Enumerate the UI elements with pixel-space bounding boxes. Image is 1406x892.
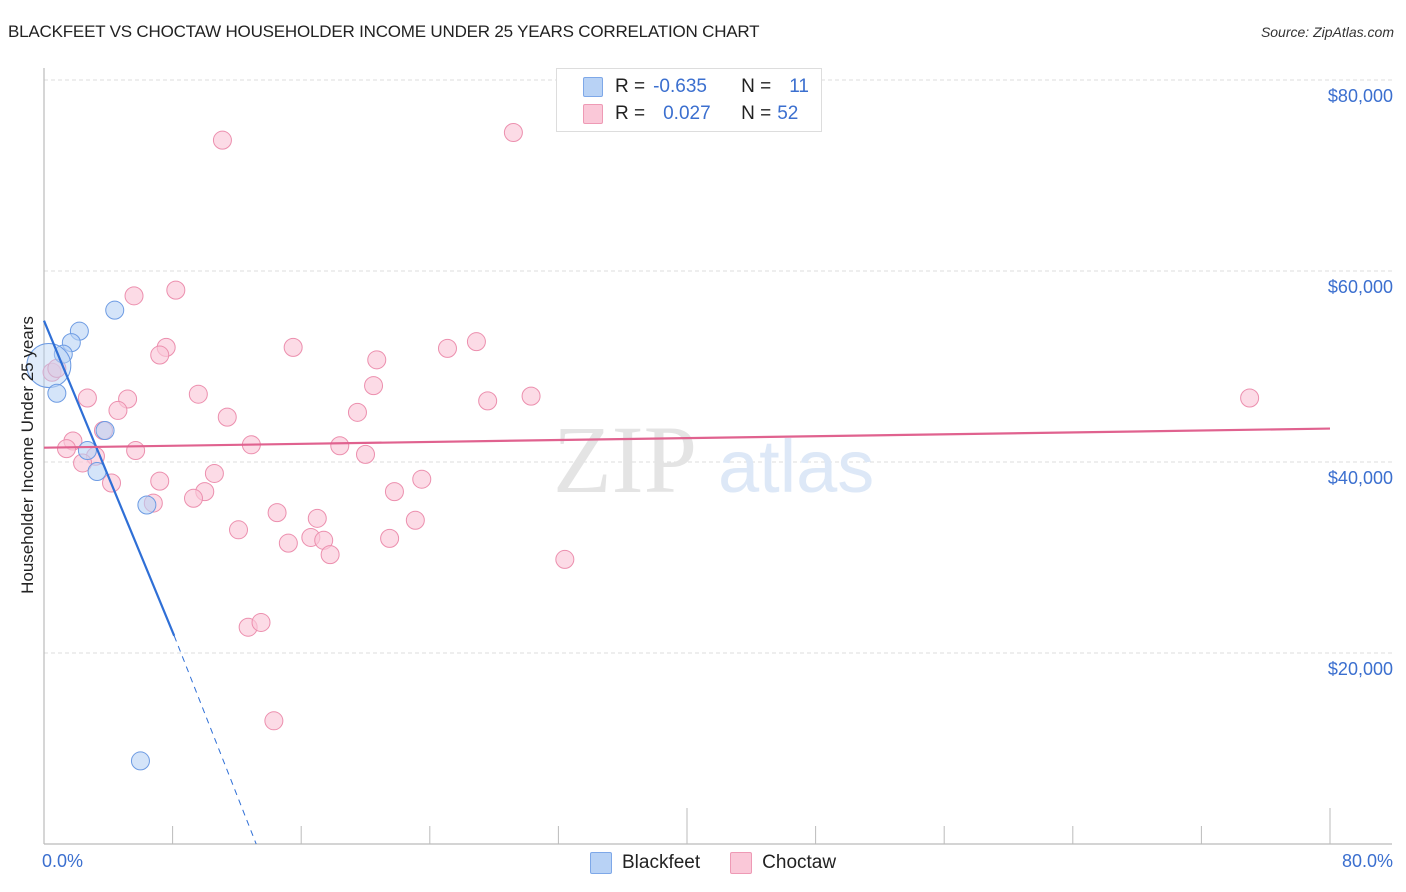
- n-label: N =: [741, 103, 772, 124]
- blackfeet-points: [26, 300, 157, 771]
- choctaw-point: [478, 391, 498, 411]
- blackfeet-trendline: [42, 320, 176, 637]
- blackfeet-point: [95, 420, 115, 440]
- choctaw-point: [188, 384, 208, 404]
- choctaw-point: [166, 280, 186, 300]
- choctaw-point: [108, 400, 128, 420]
- n-value-blackfeet: 11: [789, 76, 809, 97]
- gridlines: [44, 79, 1392, 654]
- zipatlas-watermark: ZIP atlas: [553, 406, 874, 513]
- y-tick-60000: $60,000: [1327, 277, 1393, 297]
- x-tick-max: 80.0%: [1341, 851, 1393, 871]
- blackfeet-point: [130, 751, 150, 771]
- choctaw-point: [367, 350, 387, 370]
- choctaw-point: [150, 471, 170, 491]
- choctaw-point: [412, 469, 432, 489]
- choctaw-point: [77, 388, 97, 408]
- choctaw-point: [204, 463, 224, 483]
- y-tick-20000: $20,000: [1327, 659, 1393, 679]
- choctaw-point: [183, 488, 203, 508]
- blackfeet-point: [137, 495, 157, 515]
- blackfeet-swatch-icon: [590, 852, 612, 874]
- blackfeet-point: [77, 441, 97, 461]
- y-tick-40000: $40,000: [1327, 468, 1393, 488]
- blackfeet-point: [105, 300, 125, 320]
- correlation-legend: R = -0.635 N = 11 R = 0.027 N = 52: [556, 68, 822, 132]
- choctaw-point: [555, 549, 575, 569]
- legend-label-blackfeet: Blackfeet: [622, 852, 701, 873]
- watermark-zip: ZIP: [553, 406, 697, 513]
- y-axis-label: Householder Income Under 25 years: [18, 316, 37, 594]
- choctaw-point: [264, 711, 284, 731]
- choctaw-trendline: [43, 427, 1331, 449]
- choctaw-point: [356, 444, 375, 464]
- legend-item-choctaw[interactable]: Choctaw: [730, 852, 836, 874]
- choctaw-point: [307, 508, 327, 528]
- blackfeet-trendline-extension: [173, 635, 257, 845]
- choctaw-point: [347, 402, 367, 422]
- choctaw-point: [267, 503, 287, 523]
- choctaw-swatch-icon: [583, 104, 603, 124]
- choctaw-point: [521, 386, 541, 406]
- choctaw-point: [126, 441, 146, 461]
- blackfeet-swatch-icon: [583, 77, 603, 97]
- chart-title: BLACKFEET VS CHOCTAW HOUSEHOLDER INCOME …: [8, 22, 760, 41]
- r-value-blackfeet: -0.635: [653, 76, 707, 97]
- choctaw-point: [57, 439, 77, 459]
- choctaw-point: [278, 533, 298, 553]
- choctaw-swatch-icon: [730, 852, 753, 874]
- trendlines: [42, 320, 1331, 845]
- series-legend: Blackfeet Choctaw: [590, 852, 866, 874]
- axes: [43, 68, 1392, 845]
- choctaw-point: [124, 286, 144, 306]
- choctaw-point: [217, 407, 237, 427]
- watermark-atlas: atlas: [718, 425, 874, 508]
- r-label: R =: [615, 76, 646, 97]
- choctaw-point: [229, 520, 249, 540]
- r-value-choctaw: 0.027: [663, 103, 711, 124]
- choctaw-point: [380, 528, 400, 548]
- choctaw-point: [150, 345, 170, 365]
- blackfeet-point: [47, 383, 67, 403]
- legend-row-choctaw: R = 0.027 N = 52: [583, 102, 798, 126]
- legend-item-blackfeet[interactable]: Blackfeet: [590, 852, 700, 874]
- choctaw-point: [384, 482, 404, 502]
- choctaw-point: [405, 510, 425, 530]
- choctaw-point: [320, 545, 340, 565]
- choctaw-point: [466, 332, 486, 352]
- n-label: N =: [741, 76, 772, 97]
- x-tick-min: 0.0%: [42, 851, 84, 871]
- blackfeet-point: [26, 343, 72, 389]
- r-label: R =: [615, 103, 646, 124]
- legend-row-blackfeet: R = -0.635 N = 11: [583, 75, 809, 99]
- source-label: Source: ZipAtlas.com: [1260, 24, 1394, 40]
- choctaw-point: [503, 123, 523, 143]
- choctaw-point: [251, 612, 271, 632]
- choctaw-point: [437, 338, 457, 358]
- n-value-choctaw: 52: [777, 103, 799, 124]
- y-tick-80000: $80,000: [1327, 86, 1393, 106]
- choctaw-point: [330, 436, 350, 456]
- choctaw-point: [212, 130, 232, 150]
- legend-label-choctaw: Choctaw: [762, 852, 837, 873]
- choctaw-point: [364, 376, 384, 396]
- choctaw-point: [1240, 388, 1260, 408]
- choctaw-point: [283, 337, 303, 357]
